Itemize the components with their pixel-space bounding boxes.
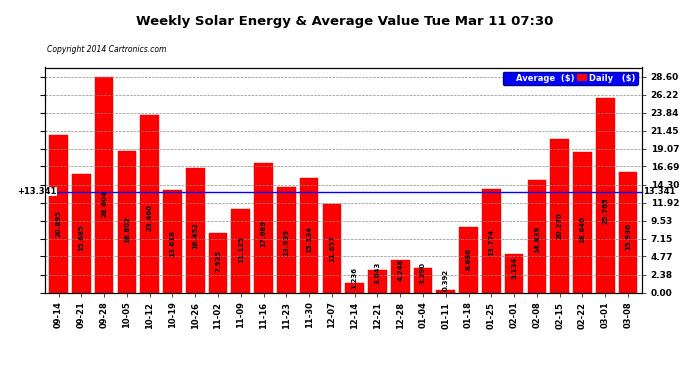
Text: 1.236: 1.236 [352,267,357,289]
Text: Weekly Solar Energy & Average Value Tue Mar 11 07:30: Weekly Solar Energy & Average Value Tue … [137,15,553,28]
Bar [186,168,204,292]
Text: 25.765: 25.765 [602,198,609,224]
Bar [299,178,319,292]
Bar [231,209,250,292]
Text: 18.802: 18.802 [124,216,130,243]
Bar [619,172,638,292]
Text: 13.774: 13.774 [489,229,494,256]
Text: 20.895: 20.895 [55,210,61,237]
Bar [596,98,615,292]
Text: 23.460: 23.460 [147,204,152,231]
Bar [322,204,342,292]
Bar [528,180,546,292]
Bar [163,190,181,292]
Bar [414,268,433,292]
Text: 16.452: 16.452 [193,222,198,249]
Bar [208,232,227,292]
Bar [437,290,455,292]
Text: 13.341: 13.341 [643,187,676,196]
Text: 20.270: 20.270 [557,212,562,239]
Text: 8.686: 8.686 [466,248,471,270]
Text: 28.604: 28.604 [101,190,107,217]
Text: 3.043: 3.043 [375,262,380,285]
Text: 11.657: 11.657 [329,235,335,262]
Text: 13.939: 13.939 [284,228,289,256]
Text: 7.925: 7.925 [215,249,221,272]
Bar [551,140,569,292]
Text: Copyright 2014 Cartronics.com: Copyright 2014 Cartronics.com [47,45,166,54]
Text: 3.290: 3.290 [420,262,426,284]
Bar [254,164,273,292]
Text: 13.618: 13.618 [170,230,175,256]
Bar [482,189,501,292]
Text: 14.839: 14.839 [534,226,540,253]
Bar [72,174,90,292]
Bar [140,116,159,292]
Text: 17.089: 17.089 [261,220,266,248]
Bar [460,227,478,292]
Text: 15.134: 15.134 [306,225,312,252]
Text: 15.685: 15.685 [78,224,84,251]
Text: 5.134: 5.134 [511,256,517,279]
Bar [573,152,592,292]
Legend: Average  ($), Daily   ($): Average ($), Daily ($) [502,72,638,85]
Text: 4.248: 4.248 [397,259,403,281]
Bar [117,150,136,292]
Bar [391,260,410,292]
Bar [49,135,68,292]
Text: 18.640: 18.640 [580,216,586,243]
Text: 0.392: 0.392 [443,269,448,291]
Bar [95,76,113,292]
Bar [368,270,387,292]
Bar [277,187,295,292]
Text: 11.125: 11.125 [238,236,244,263]
Text: +13.341: +13.341 [17,187,57,196]
Bar [345,283,364,292]
Bar [505,254,524,292]
Text: 15.936: 15.936 [625,224,631,251]
